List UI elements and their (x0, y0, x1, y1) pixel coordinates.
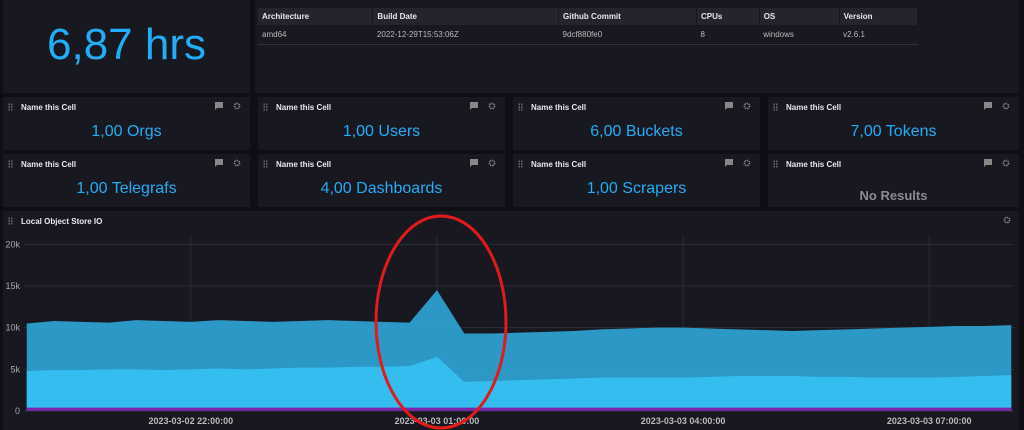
column-header: Version (839, 8, 919, 25)
gear-glyph (743, 102, 751, 110)
note-icon[interactable] (725, 102, 733, 110)
cell-value: 7,00 Tokens (850, 123, 937, 140)
table-cell: windows (759, 25, 840, 45)
drag-handle[interactable] (8, 103, 13, 111)
x-tick-label: 2023-03-02 22:00:00 (149, 416, 234, 426)
stat-cell: Name this Cell 1,00 Scrapers (513, 154, 760, 207)
settings-icon[interactable] (1002, 159, 1010, 167)
stat-cell: Name this Cell 1,00 Telegrafs (3, 154, 250, 207)
graph-title: Local Object Store IO (21, 217, 103, 226)
cell-value: 1,00 Scrapers (586, 180, 687, 197)
cell-value: 1,00 Orgs (91, 123, 162, 140)
stat-cell: Name this Cell 1,00 Orgs (3, 97, 250, 150)
info-cell: Architecture Build Date Github Commit CPUs O… (255, 0, 1019, 93)
note-icon[interactable] (470, 102, 478, 110)
y-tick-label: 15k (5, 281, 20, 291)
gear-glyph (488, 159, 496, 167)
stat-cell: Name this Cell No Results (768, 154, 1019, 207)
note-glyph (215, 159, 223, 167)
stat-cell: Name this Cell 6,00 Buckets (513, 97, 760, 150)
settings-icon[interactable] (1002, 102, 1010, 110)
note-glyph (725, 102, 733, 110)
gear-glyph (743, 159, 751, 167)
note-icon[interactable] (215, 159, 223, 167)
y-tick-label: 20k (5, 239, 20, 249)
info-table: Architecture Build Date Github Commit CPUs O… (258, 8, 919, 45)
gear-glyph (488, 102, 496, 110)
settings-icon[interactable] (743, 102, 751, 110)
note-icon[interactable] (470, 159, 478, 167)
settings-icon[interactable] (1003, 216, 1011, 224)
y-tick-label: 10k (5, 323, 20, 333)
area-series (26, 356, 1012, 411)
stat-cell: Name this Cell 4,00 Dashboards (258, 154, 505, 207)
note-icon[interactable] (725, 159, 733, 167)
note-glyph (215, 102, 223, 110)
drag-handle[interactable] (8, 217, 13, 225)
note-icon[interactable] (984, 102, 992, 110)
cell-title: Name this Cell (786, 160, 842, 169)
cell-title: Name this Cell (531, 103, 587, 112)
chart: 0 5k 10k 15k 20k 2023-03-02 22:00:00 2023-03-0… (5, 236, 1014, 426)
drag-handle[interactable] (8, 160, 13, 168)
x-tick-label: 2023-03-03 01:00:00 (395, 416, 480, 426)
cell-title: Name this Cell (276, 160, 332, 169)
y-tick-label: 5k (10, 364, 20, 374)
stat-cell: Name this Cell 1,00 Users (258, 97, 505, 150)
cell-title: Name this Cell (531, 160, 587, 169)
gear-glyph (233, 159, 241, 167)
drag-handle[interactable] (518, 160, 523, 168)
x-tick-label: 2023-03-03 07:00:00 (887, 416, 972, 426)
cell-value: No Results (859, 188, 928, 203)
note-glyph (725, 159, 733, 167)
column-header: Github Commit (558, 8, 698, 25)
area-series (26, 407, 1012, 411)
gear-glyph (1002, 159, 1010, 167)
uptime-value: 6,87 hrs (47, 20, 206, 69)
note-glyph (470, 159, 478, 167)
note-icon[interactable] (215, 102, 223, 110)
drag-handle[interactable] (263, 160, 268, 168)
drag-handle[interactable] (263, 103, 268, 111)
settings-icon[interactable] (488, 102, 496, 110)
table-cell: amd64 (258, 25, 373, 45)
cell-value: 1,00 Telegrafs (76, 180, 177, 197)
cell-value: 6,00 Buckets (590, 123, 683, 140)
cell-value: 4,00 Dashboards (320, 180, 443, 197)
table-row: amd64 2022-12-29T15:53:06Z 9dcf880fe0 8 wind… (258, 25, 918, 45)
table-cell: 2022-12-29T15:53:06Z (372, 25, 559, 45)
settings-icon[interactable] (743, 159, 751, 167)
cell-title: Name this Cell (786, 103, 842, 112)
drag-handle[interactable] (518, 103, 523, 111)
cell-title: Name this Cell (276, 103, 332, 112)
column-header: CPUs (696, 8, 760, 25)
note-glyph (984, 159, 992, 167)
cell-title: Name this Cell (21, 103, 77, 112)
stat-cell: Name this Cell 7,00 Tokens (768, 97, 1019, 150)
drag-handle[interactable] (773, 103, 778, 111)
settings-icon[interactable] (233, 159, 241, 167)
y-tick-label: 0 (15, 406, 20, 416)
note-icon[interactable] (984, 159, 992, 167)
gear-glyph (233, 102, 241, 110)
column-header: Architecture (258, 8, 374, 25)
note-glyph (984, 102, 992, 110)
cell-title: Name this Cell (21, 160, 77, 169)
drag-handle[interactable] (773, 160, 778, 168)
gear-glyph (1002, 102, 1010, 110)
note-glyph (470, 102, 478, 110)
settings-icon[interactable] (233, 102, 241, 110)
table-cell: v2.6.1 (839, 25, 918, 45)
column-header: Build Date (372, 8, 560, 25)
settings-icon[interactable] (488, 159, 496, 167)
uptime-cell: 6,87 hrs (3, 0, 250, 93)
table-cell: 9dcf880fe0 (558, 25, 697, 45)
x-tick-label: 2023-03-03 04:00:00 (641, 416, 726, 426)
cell-value: 1,00 Users (342, 123, 421, 140)
table-cell: 8 (696, 25, 760, 45)
column-header: OS (759, 8, 840, 25)
